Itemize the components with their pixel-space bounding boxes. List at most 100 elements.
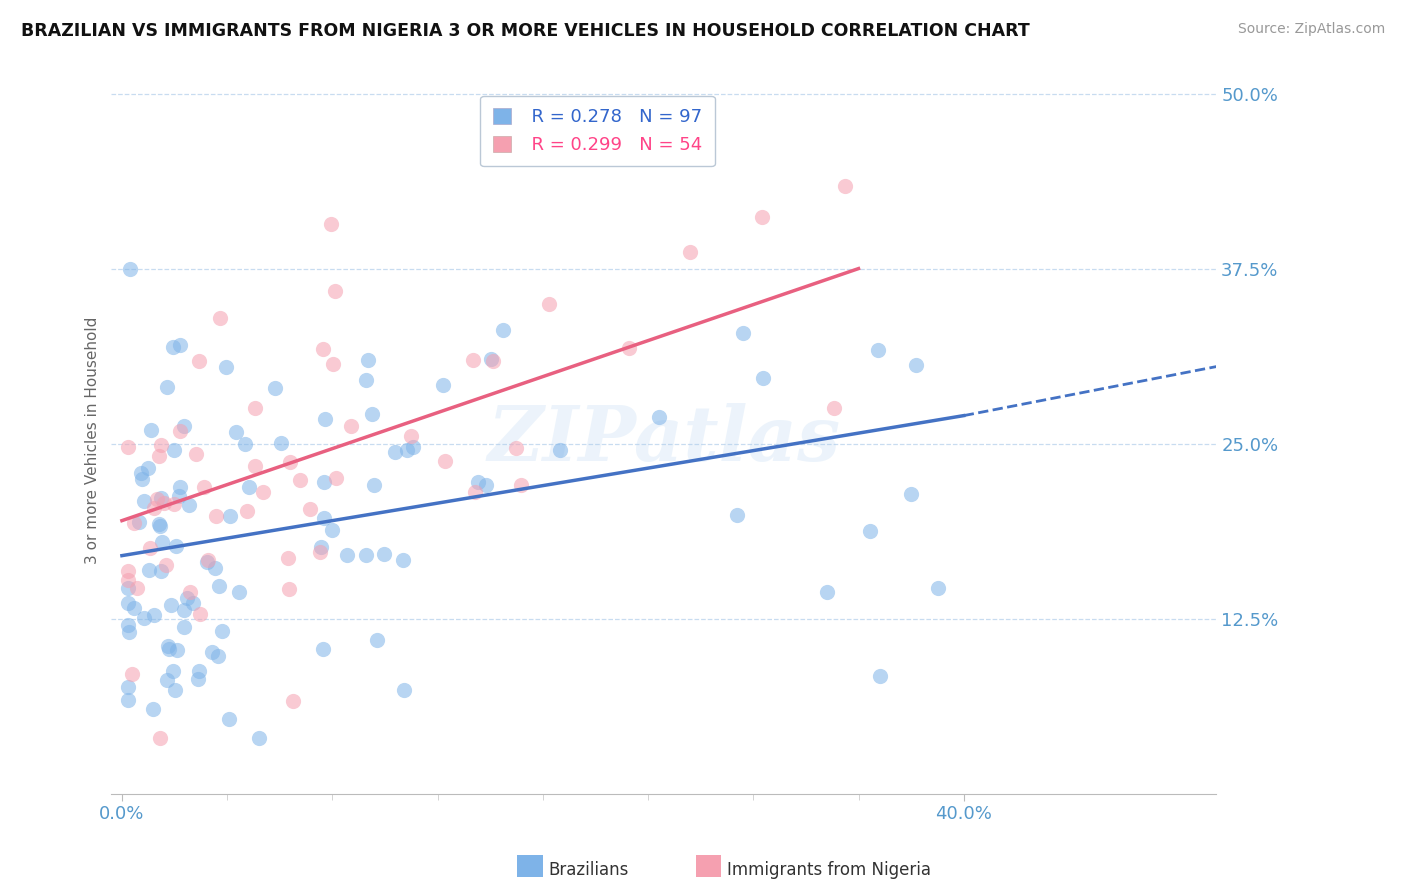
- Point: [464, 485, 486, 500]
- Point: [201, 645, 224, 659]
- Point: [392, 553, 415, 567]
- Point: [823, 401, 845, 415]
- Point: [312, 642, 335, 657]
- Point: [136, 460, 159, 475]
- Point: [361, 407, 384, 421]
- Point: [183, 596, 205, 610]
- Point: [233, 437, 256, 451]
- Point: [373, 547, 395, 561]
- Point: [167, 489, 190, 503]
- Point: [120, 262, 142, 277]
- Point: [188, 664, 211, 678]
- Point: [815, 585, 838, 599]
- Point: [399, 429, 422, 443]
- Point: [193, 480, 215, 494]
- Point: [176, 591, 198, 606]
- Point: [218, 712, 240, 726]
- Point: [859, 524, 882, 538]
- Point: [905, 359, 928, 373]
- Point: [336, 548, 359, 562]
- Point: [402, 440, 425, 454]
- Point: [492, 323, 515, 337]
- Point: [505, 442, 527, 456]
- Point: [219, 509, 242, 524]
- Point: [481, 351, 503, 366]
- Point: [142, 607, 165, 622]
- Point: [354, 373, 377, 387]
- Point: [366, 632, 388, 647]
- Point: [169, 424, 191, 438]
- Point: [309, 545, 332, 559]
- Point: [321, 524, 343, 538]
- Point: [648, 410, 671, 425]
- Point: [117, 440, 139, 454]
- Point: [243, 401, 266, 416]
- Point: [148, 731, 170, 745]
- Point: [188, 354, 211, 368]
- Point: [384, 444, 406, 458]
- Point: [236, 504, 259, 518]
- Point: [617, 341, 640, 355]
- Point: [204, 561, 226, 575]
- Point: [179, 584, 201, 599]
- Point: [204, 509, 226, 524]
- Point: [153, 496, 176, 510]
- Point: [197, 553, 219, 567]
- Point: [117, 680, 139, 694]
- Point: [117, 573, 139, 587]
- Point: [177, 498, 200, 512]
- Point: [323, 284, 346, 298]
- Point: [215, 360, 238, 375]
- Point: [149, 565, 172, 579]
- Point: [173, 419, 195, 434]
- Point: [143, 500, 166, 515]
- Point: [475, 477, 498, 491]
- Point: [117, 618, 139, 632]
- Point: [138, 563, 160, 577]
- Text: Source: ZipAtlas.com: Source: ZipAtlas.com: [1237, 22, 1385, 37]
- Point: [243, 459, 266, 474]
- Point: [277, 551, 299, 566]
- Point: [270, 436, 292, 450]
- Point: [195, 556, 218, 570]
- Point: [132, 494, 155, 508]
- Point: [117, 693, 139, 707]
- Point: [733, 326, 755, 340]
- Point: [131, 472, 153, 486]
- Point: [163, 442, 186, 457]
- Point: [432, 378, 454, 392]
- Point: [277, 582, 299, 596]
- Point: [751, 371, 773, 385]
- Point: [188, 607, 211, 621]
- Point: [150, 535, 173, 549]
- Point: [149, 438, 172, 452]
- Point: [461, 352, 484, 367]
- Text: Immigrants from Nigeria: Immigrants from Nigeria: [727, 861, 931, 879]
- Point: [679, 245, 702, 260]
- Point: [510, 477, 533, 491]
- Point: [869, 668, 891, 682]
- Point: [165, 539, 187, 553]
- Point: [225, 425, 247, 440]
- Point: [252, 484, 274, 499]
- Point: [146, 491, 169, 506]
- Point: [122, 516, 145, 530]
- Point: [121, 667, 143, 681]
- Point: [314, 412, 336, 426]
- Point: [117, 582, 139, 596]
- Point: [156, 673, 179, 687]
- Text: ZIPatlas: ZIPatlas: [488, 403, 841, 477]
- Point: [139, 541, 162, 555]
- Point: [312, 511, 335, 525]
- Point: [157, 641, 180, 656]
- Point: [209, 310, 232, 325]
- Point: [363, 477, 385, 491]
- Point: [322, 357, 344, 371]
- Point: [157, 639, 180, 653]
- Point: [311, 540, 333, 554]
- Point: [537, 297, 560, 311]
- Point: [142, 702, 165, 716]
- Point: [281, 693, 304, 707]
- Point: [228, 585, 250, 599]
- Point: [868, 343, 890, 357]
